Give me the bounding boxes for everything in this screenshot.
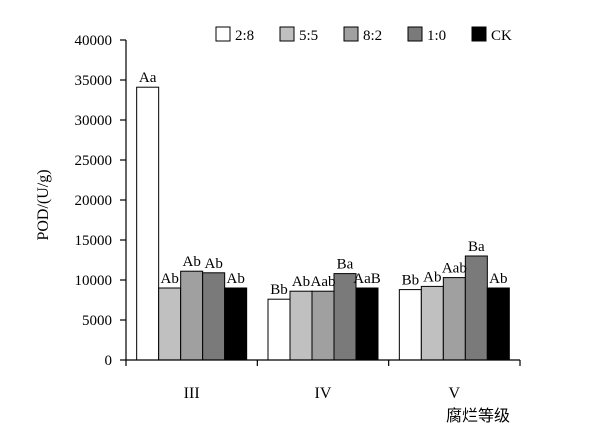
data-label: Ab xyxy=(423,269,441,285)
y-tick-label: 40000 xyxy=(75,33,113,49)
y-tick-label: 0 xyxy=(105,353,113,369)
x-category-label: IV xyxy=(315,385,332,402)
y-tick-label: 5000 xyxy=(82,313,112,329)
x-category-label: V xyxy=(449,385,461,402)
data-label: Bb xyxy=(270,282,288,298)
data-label: Ab xyxy=(489,271,507,287)
legend-label: 5:5 xyxy=(299,28,318,44)
y-axis: 0 5000 10000 15000 20000 25000 30000 35000 40000 xyxy=(75,33,127,369)
x-axis-title: 腐烂等级 xyxy=(446,407,510,425)
legend-label: 2:8 xyxy=(235,28,254,44)
y-tick-label: 35000 xyxy=(75,73,113,89)
bar-CK-III xyxy=(224,287,248,361)
x-category-label: III xyxy=(184,385,200,402)
y-tick-label: 15000 xyxy=(75,233,113,249)
data-label: Aab xyxy=(442,261,467,277)
bar-5-5-V xyxy=(420,285,444,361)
legend-label: CK xyxy=(491,28,512,44)
legend-swatch xyxy=(343,26,359,42)
y-tick-label: 25000 xyxy=(75,153,113,169)
y-tick-label: 20000 xyxy=(75,193,113,209)
legend-swatch xyxy=(215,26,231,42)
data-label: AaB xyxy=(353,271,381,287)
data-label: Ba xyxy=(468,239,485,255)
bar-1-0-V xyxy=(464,255,488,361)
legend-swatch xyxy=(471,26,487,42)
legend-swatch xyxy=(279,26,295,42)
data-label: Ab xyxy=(226,271,244,287)
bar-2-8-V xyxy=(398,289,422,361)
y-tick-label: 10000 xyxy=(75,273,113,289)
bar-2-8-III xyxy=(136,86,160,361)
data-label: Bb xyxy=(402,273,420,289)
x-axis: III IV V xyxy=(125,359,521,402)
bar-8-2-V xyxy=(442,277,466,361)
legend-label: 8:2 xyxy=(363,28,382,44)
bar-5-5-IV xyxy=(289,290,313,361)
legend-swatch xyxy=(407,26,423,42)
data-label: Aab xyxy=(311,274,336,290)
bar-5-5-III xyxy=(158,287,182,361)
bar-8-2-IV xyxy=(311,290,335,361)
bars xyxy=(136,86,510,361)
data-label: Ab xyxy=(182,254,200,270)
data-label: Ab xyxy=(160,271,178,287)
bar-1-0-III xyxy=(202,272,226,361)
data-label: Ab xyxy=(292,274,310,290)
data-label: Aa xyxy=(139,70,157,86)
legend-label: 1:0 xyxy=(427,28,446,44)
legend: 2:8 5:5 8:2 1:0 CK xyxy=(215,26,512,44)
bar-CK-V xyxy=(486,287,510,361)
data-label: Ba xyxy=(337,257,354,273)
bar-8-2-III xyxy=(180,270,204,361)
data-label: Ab xyxy=(204,256,222,272)
bar-2-8-IV xyxy=(267,298,291,361)
bar-CK-IV xyxy=(355,287,379,361)
y-axis-title: POD/(U/g) xyxy=(35,169,52,240)
y-tick-label: 30000 xyxy=(75,113,113,129)
